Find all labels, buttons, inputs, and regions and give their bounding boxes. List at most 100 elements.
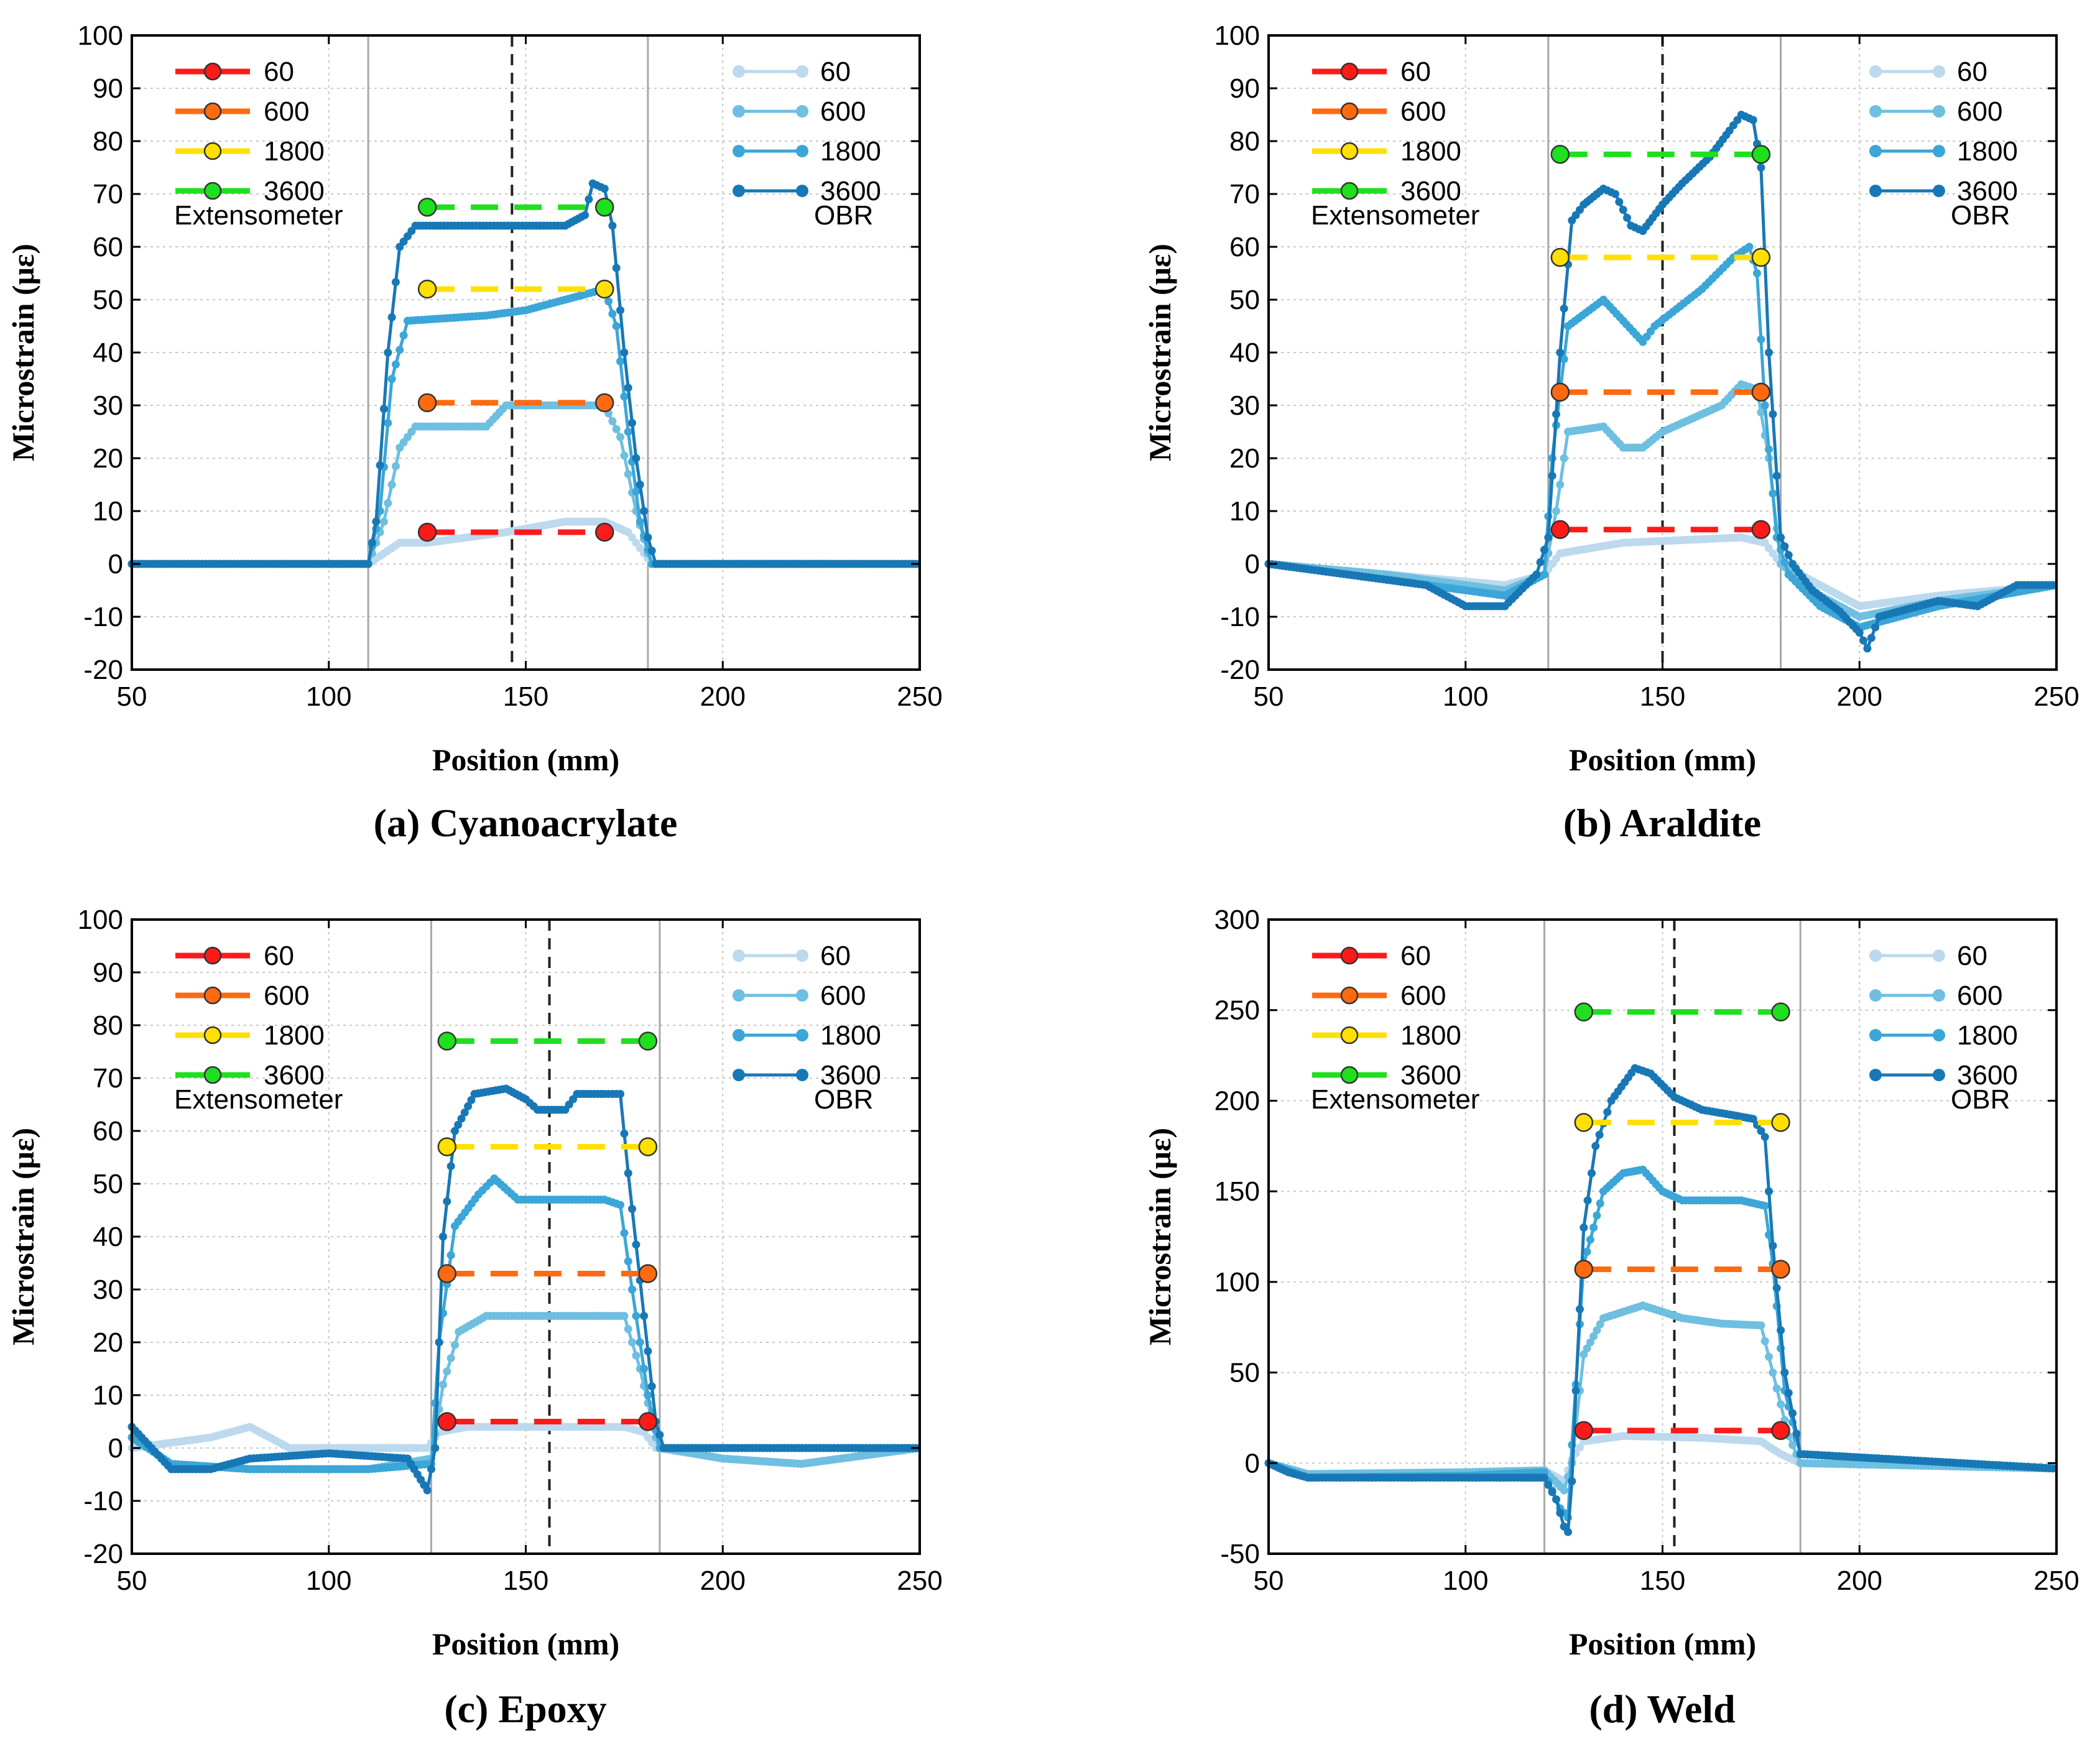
extensometer-point-3600 (1751, 145, 1771, 164)
obr-point (1596, 1199, 1604, 1208)
obr-point (620, 1229, 629, 1237)
obr-point (372, 517, 381, 526)
obr-point (1593, 1326, 1601, 1335)
obr-point (636, 1338, 644, 1347)
legend-marker-3600 (1340, 182, 1359, 200)
obr-point (1769, 410, 1777, 418)
obr-point (1556, 1508, 1565, 1517)
y-tick-label: 100 (1214, 1267, 1260, 1298)
extensometer-point-600 (437, 1264, 457, 1283)
obr-point (1576, 1443, 1584, 1452)
obr-point (616, 433, 624, 441)
obr-point (368, 538, 376, 547)
y-tick-label: 200 (1214, 1086, 1260, 1116)
panel-caption: (a) Cyanoacrylate (374, 801, 678, 845)
extensometer-point-1800 (1771, 1113, 1790, 1132)
extensometer-point-60 (437, 1412, 457, 1431)
legend-label-60: 60 (264, 941, 294, 971)
legend-label-600: 600 (264, 96, 309, 127)
x-tick-label: 150 (503, 1566, 548, 1596)
obr-point (1749, 116, 1757, 124)
legend-label-3600: 3600 (1957, 1060, 2018, 1091)
obr-point (1753, 269, 1761, 277)
obr-point (624, 1325, 632, 1334)
obr-point (387, 313, 396, 321)
obr-point (1540, 1474, 1548, 1482)
obr-markers-3600 (1264, 1064, 2057, 1536)
legend-marker-60 (733, 65, 745, 78)
obr-point (1855, 629, 1864, 637)
legend-marker-1800 (796, 1029, 808, 1041)
obr-point (391, 462, 400, 471)
legend-marker-60 (1340, 946, 1359, 965)
obr-point (1589, 1223, 1598, 1232)
obr-point (1765, 1352, 1773, 1361)
obr-point (616, 1201, 624, 1209)
obr-point (454, 1120, 463, 1129)
legend-label-3600: 3600 (1400, 176, 1461, 206)
obr-point (1784, 551, 1793, 560)
y-tick-label: 10 (93, 496, 123, 527)
extensometer-point-1800 (437, 1137, 457, 1156)
obr-point (1777, 1326, 1785, 1335)
panel-4: 50 100 150 200 250 -50 0 50 100 150 200 250 300 Posit… (1142, 905, 2079, 1731)
y-tick-label: 40 (93, 1222, 123, 1252)
obr-point (1757, 335, 1765, 344)
obr-point (620, 348, 629, 357)
y-tick-label: 10 (1229, 496, 1260, 527)
y-tick-label: 80 (93, 1010, 123, 1041)
x-tick-label: 50 (117, 681, 147, 712)
legend-label-1800: 1800 (820, 1020, 881, 1051)
panel-2: 50 100 150 200 250 -20 -10 0 10 20 30 40 50 60 70 80 90 1… (1142, 21, 2079, 845)
obr-point (1757, 408, 1765, 417)
legend-marker-1800 (1340, 1026, 1359, 1045)
x-tick-label: 100 (306, 1566, 351, 1596)
obr-point (647, 1382, 656, 1391)
obr-markers-3600 (127, 179, 920, 568)
extensometer-point-3600 (638, 1031, 658, 1051)
obr-point (632, 487, 641, 496)
legend-marker-600 (203, 986, 222, 1005)
extensometer-point-3600 (1574, 1002, 1594, 1022)
obr-point (624, 428, 632, 436)
extensometer-point-1800 (594, 279, 614, 299)
obr-point (1611, 190, 1619, 198)
obr-point (376, 461, 384, 469)
x-tick-label: 250 (897, 681, 942, 712)
obr-point (612, 425, 621, 433)
extensometer-point-60 (1771, 1421, 1790, 1441)
obr-point (636, 481, 644, 489)
y-tick-label: 70 (93, 1063, 123, 1094)
x-tick-label: 100 (1443, 681, 1488, 712)
obr-point (620, 1312, 629, 1320)
legend-label-60: 60 (1400, 57, 1431, 87)
obr-point (1772, 471, 1781, 480)
extensometer-point-3600 (437, 1031, 457, 1051)
panel-caption: (c) Epoxy (444, 1687, 606, 1731)
obr-point (1540, 570, 1548, 579)
obr-point (1765, 348, 1773, 357)
obr-point (1548, 1488, 1556, 1497)
obr-point (1792, 1429, 1801, 1438)
legend-label-60: 60 (820, 941, 851, 971)
obr-point (1867, 634, 1876, 642)
legend-marker-60 (203, 62, 222, 81)
obr-point (1576, 1305, 1584, 1314)
obr-point (1760, 401, 1769, 410)
y-tick-label: 60 (93, 1116, 123, 1146)
obr-point (1769, 1368, 1777, 1377)
obr-point (1568, 1477, 1576, 1485)
obr-point (384, 418, 392, 427)
y-tick-label: 300 (1214, 905, 1260, 935)
legend-marker-60 (1869, 65, 1882, 78)
x-axis-title: Position (mm) (432, 742, 619, 777)
y-tick-label: -10 (1220, 602, 1260, 632)
legend-marker-600 (1933, 105, 1945, 118)
legend-label-60: 60 (1957, 57, 1987, 87)
legend-label-60: 60 (820, 57, 851, 87)
y-tick-label: 40 (93, 338, 123, 368)
y-tick-label: -20 (1220, 655, 1260, 685)
obr-point (443, 1197, 451, 1206)
